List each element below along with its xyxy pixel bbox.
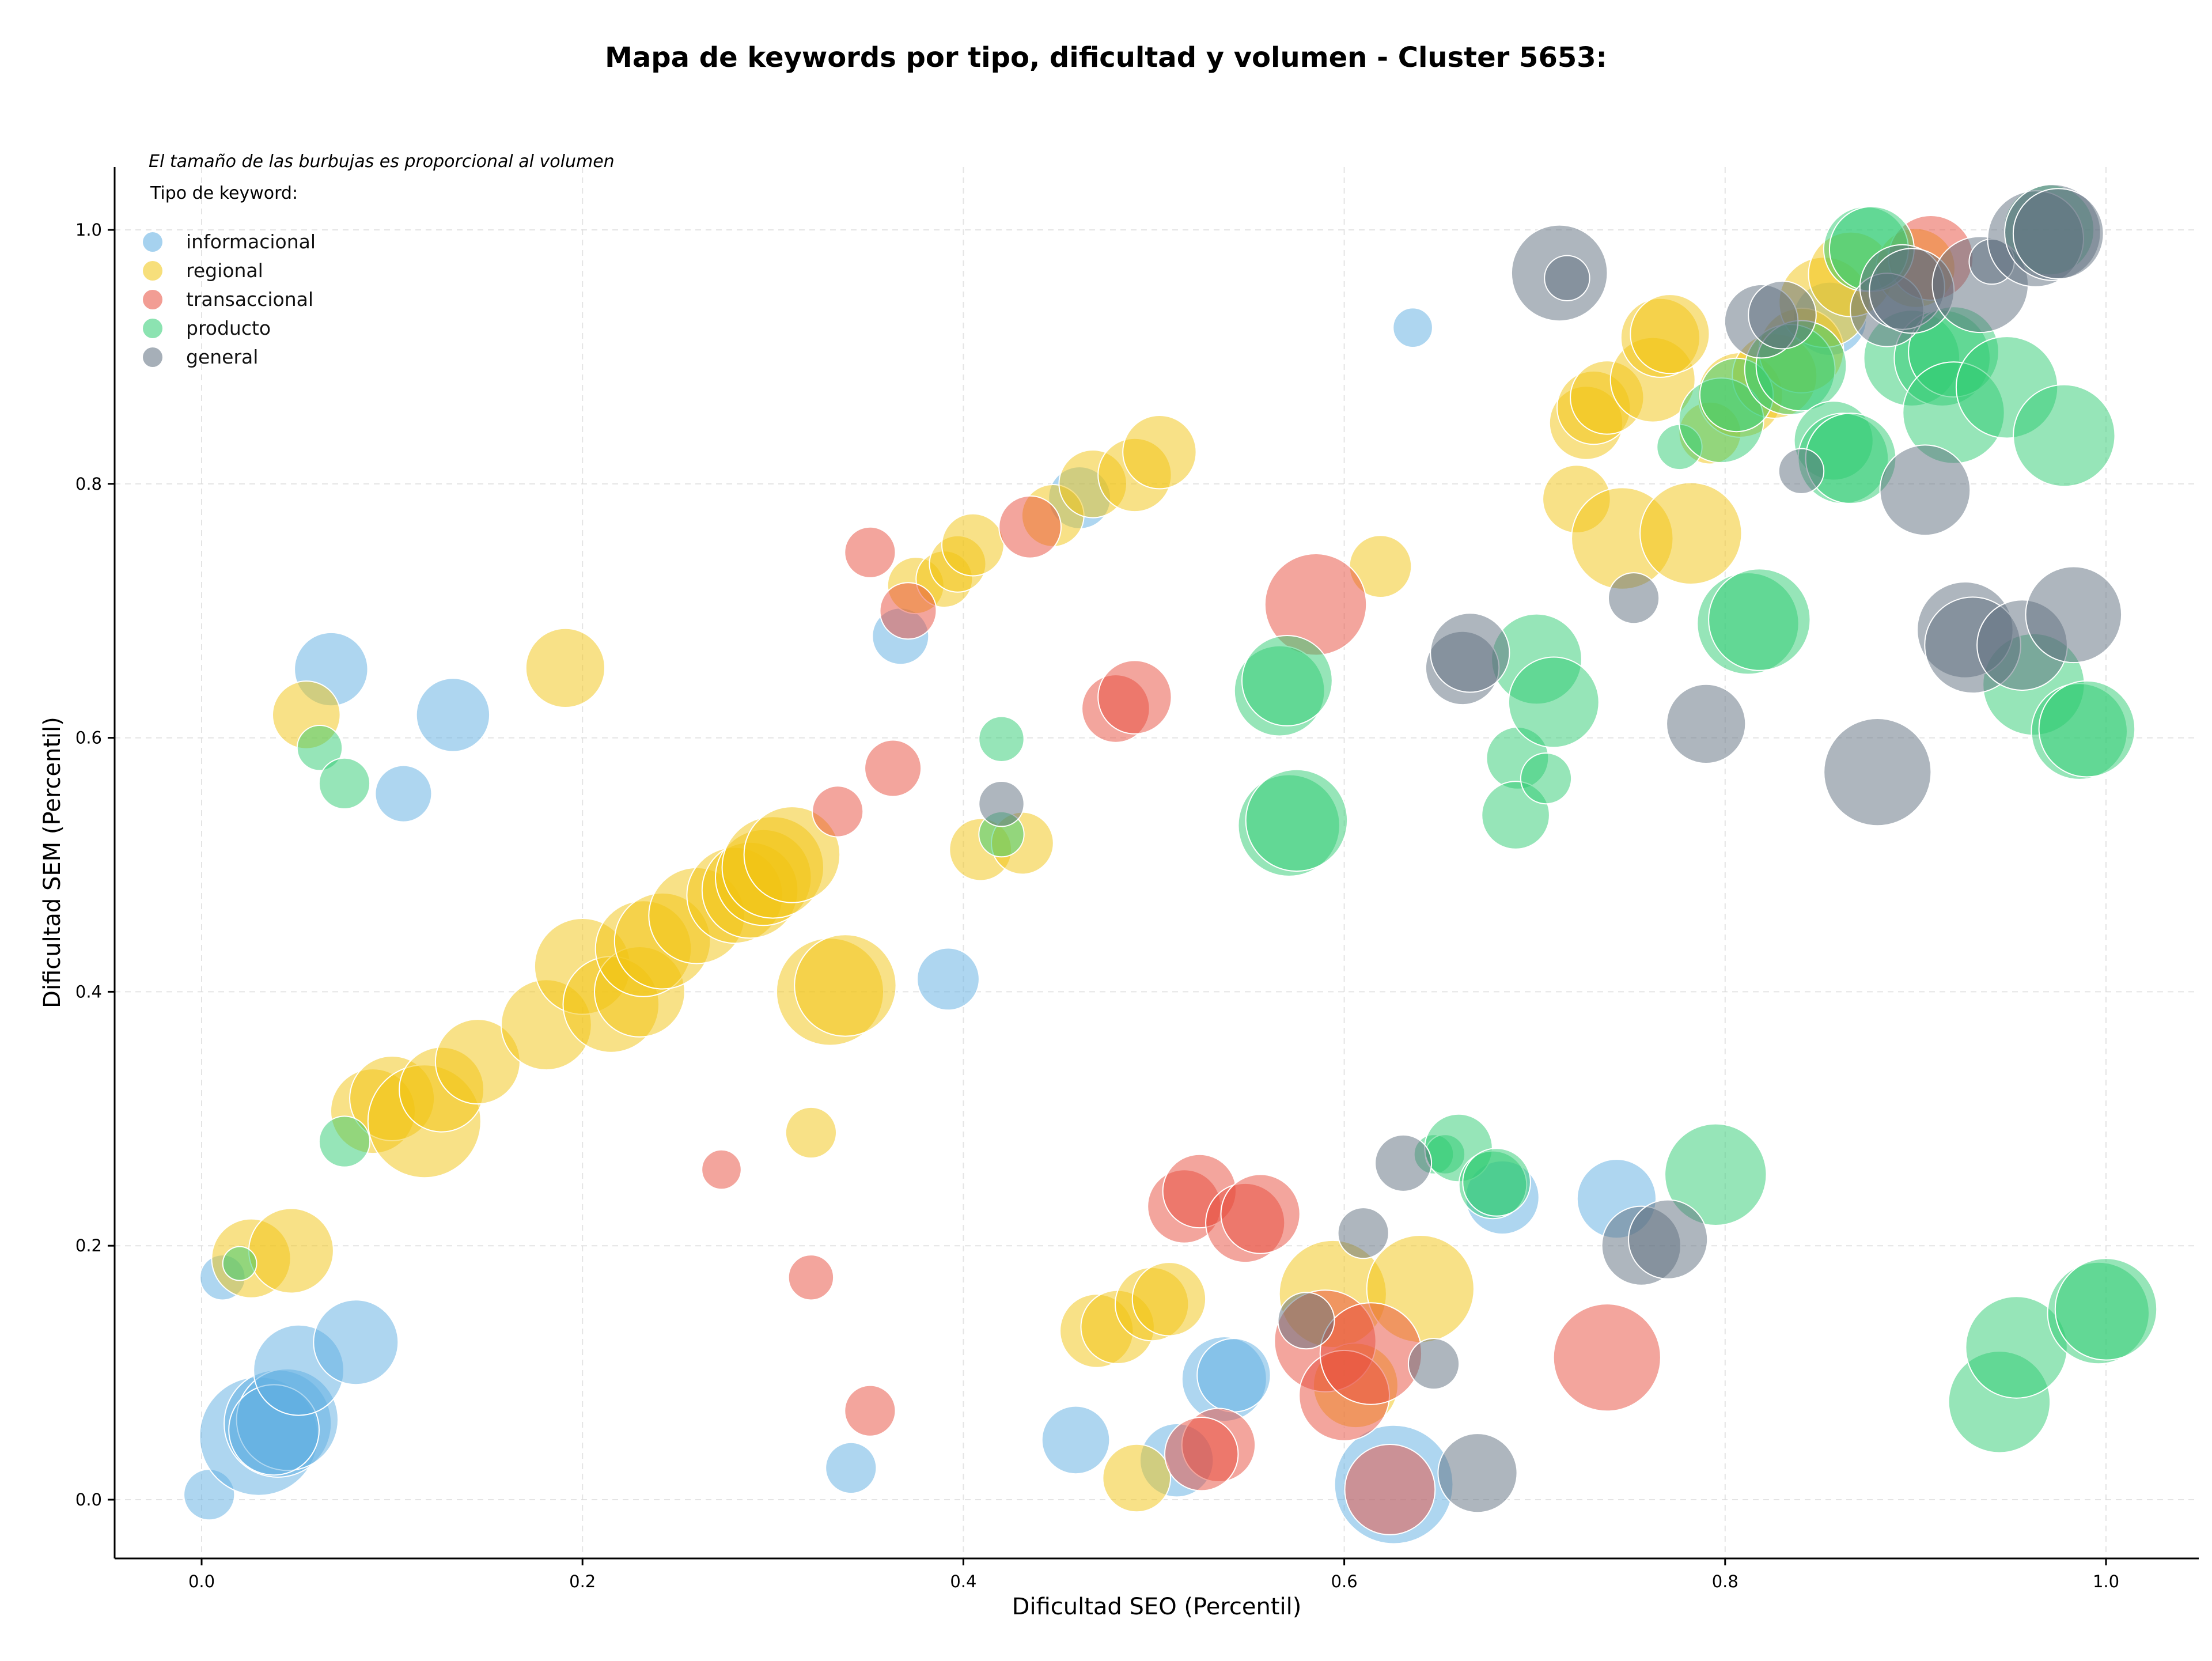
y-tick-label: 1.0 — [75, 220, 102, 240]
bubble-general — [1666, 683, 1747, 765]
legend-marker-producto — [143, 319, 162, 338]
bubble-producto — [1241, 635, 1333, 727]
bubble-producto — [978, 716, 1025, 763]
chart-title: Mapa de keywords por tipo, dificultad y … — [605, 41, 1607, 74]
bubble-regional — [794, 934, 897, 1037]
bubble-regional — [1122, 415, 1197, 490]
bubble-producto — [1708, 568, 1811, 671]
bubble-producto — [1664, 1123, 1767, 1227]
legend: El tamaño de las burbujas es proporciona… — [143, 152, 615, 368]
bubble-informacional — [415, 678, 491, 752]
bubble-transaccional — [1344, 1444, 1436, 1535]
legend-label-informacional: informacional — [186, 230, 316, 253]
bubble-general — [2025, 566, 2123, 664]
bubble-transaccional — [1319, 1302, 1423, 1405]
bubble-general — [1277, 1292, 1335, 1350]
y-axis-ticks: 0.0 0.2 0.4 0.6 0.8 1.0 — [75, 220, 115, 1509]
bubble-regional — [1630, 294, 1710, 374]
bubble-transaccional — [844, 526, 896, 578]
bubble-producto — [1520, 752, 1573, 805]
bubble-transaccional — [879, 582, 937, 640]
bubble-general — [1407, 1338, 1460, 1390]
legend-marker-transaccional — [143, 290, 162, 309]
bubble-informacional — [825, 1441, 877, 1494]
legend-items: informacional regional transaccional produc… — [143, 230, 316, 368]
bubble-regional — [248, 1208, 334, 1294]
legend-label-regional: regional — [186, 259, 263, 282]
bubbles — [183, 184, 2158, 1545]
bubble-transaccional — [1164, 1417, 1239, 1492]
bubble-regional — [1102, 1443, 1171, 1513]
bubble-general — [1430, 612, 1510, 693]
y-axis-label: Dificultad SEM (Percentil) — [39, 717, 66, 1008]
x-tick-label: 0.6 — [1331, 1572, 1358, 1591]
bubble-general — [1337, 1207, 1389, 1259]
bubble-general — [2012, 188, 2104, 280]
bubble-transaccional — [1220, 1174, 1301, 1254]
y-tick-label: 0.4 — [75, 982, 102, 1001]
legend-title: Tipo de keyword: — [150, 183, 298, 203]
bubble-general — [1374, 1134, 1433, 1192]
size-note: El tamaño de las burbujas es proporciona… — [149, 152, 615, 172]
y-tick-label: 0.8 — [75, 474, 102, 494]
bubble-informacional — [374, 765, 433, 823]
bubble-general — [1748, 280, 1817, 350]
bubble-transaccional — [787, 1254, 835, 1301]
bubble-transaccional — [864, 739, 922, 797]
bubble-informacional — [1196, 1338, 1271, 1413]
x-tick-label: 0.4 — [950, 1572, 976, 1591]
bubble-producto — [318, 757, 371, 810]
bubble-regional — [1131, 1262, 1207, 1337]
bubble-general — [1879, 444, 1971, 536]
y-tick-label: 0.0 — [75, 1490, 102, 1509]
bubble-producto — [2038, 680, 2136, 778]
x-tick-label: 1.0 — [2093, 1572, 2119, 1591]
bubble-general — [978, 781, 1025, 827]
bubble-general — [1544, 255, 1590, 301]
bubble-general — [1608, 572, 1660, 625]
x-tick-label: 0.2 — [569, 1572, 596, 1591]
y-tick-label: 0.6 — [75, 728, 102, 748]
bubble-producto — [1508, 656, 1600, 748]
bubble-producto — [1462, 1148, 1531, 1217]
legend-label-transaccional: transaccional — [186, 288, 313, 311]
bubble-informacional — [1392, 307, 1433, 349]
bubble-general — [1628, 1199, 1709, 1280]
bubble-transaccional — [844, 1384, 896, 1437]
bubble-producto — [222, 1246, 257, 1281]
x-tick-label: 0.0 — [188, 1572, 215, 1591]
x-tick-label: 0.8 — [1712, 1572, 1738, 1591]
bubble-transaccional — [998, 495, 1062, 559]
legend-label-general: general — [186, 346, 258, 368]
bubble-producto — [2054, 1258, 2158, 1361]
bubble-producto — [318, 1115, 371, 1168]
bubble-informacional — [1041, 1405, 1111, 1475]
bubble-transaccional — [812, 785, 864, 838]
x-axis-label: Dificultad SEO (Percentil) — [1012, 1594, 1302, 1620]
bubble-transaccional — [1097, 660, 1172, 735]
legend-marker-general — [143, 347, 162, 367]
bubble-transaccional — [701, 1149, 742, 1190]
legend-marker-informacional — [143, 232, 162, 252]
bubble-general — [1778, 448, 1825, 494]
bubble-general — [1437, 1433, 1518, 1514]
legend-marker-regional — [143, 261, 162, 281]
bubble-regional — [941, 513, 1005, 577]
bubble-regional — [525, 627, 606, 709]
bubble-producto — [1245, 769, 1349, 872]
bubble-regional — [743, 806, 841, 903]
x-axis-ticks: 0.0 0.2 0.4 0.6 0.8 1.0 — [188, 1558, 2119, 1591]
bubble-producto — [296, 725, 343, 771]
y-tick-label: 0.2 — [75, 1236, 102, 1255]
bubble-general — [1823, 718, 1932, 827]
bubble-informacional — [916, 947, 980, 1011]
bubble-producto — [2013, 384, 2116, 487]
bubble-regional — [785, 1106, 838, 1159]
legend-label-producto: producto — [186, 317, 271, 339]
bubble-regional — [1639, 482, 1743, 585]
bubble-transaccional — [1552, 1303, 1661, 1412]
bubble-informacional — [313, 1299, 399, 1386]
